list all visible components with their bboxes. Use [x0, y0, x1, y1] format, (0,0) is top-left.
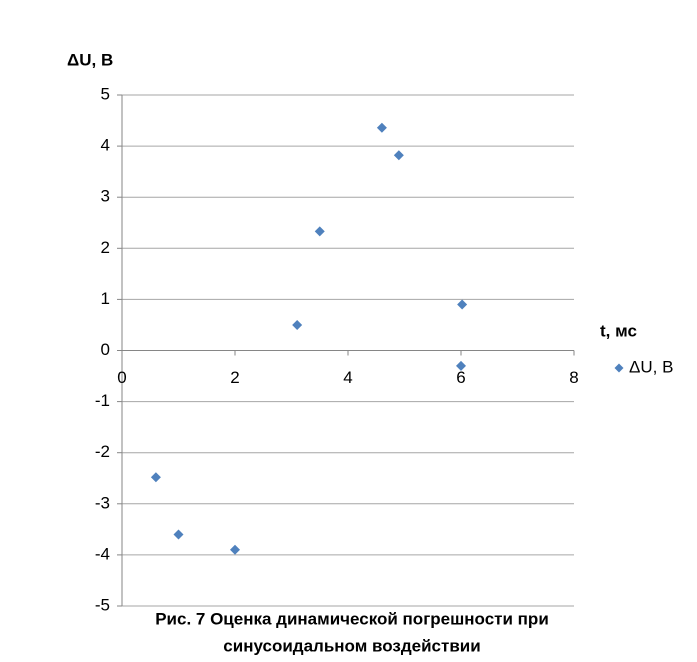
legend-marker: [614, 363, 624, 373]
point: [456, 360, 466, 371]
y-tick-label: 0: [101, 340, 110, 359]
caption: Рис. 7 Оценка динамической погрешности п…: [155, 609, 549, 628]
point: [314, 226, 325, 237]
point: [150, 472, 161, 483]
y-tick-label: 4: [101, 136, 110, 155]
point: [292, 319, 303, 330]
point: [173, 529, 184, 540]
y-tick-label: -4: [95, 544, 110, 563]
y-tick-label: 1: [101, 289, 110, 308]
y-tick-label: 2: [101, 238, 110, 257]
x-tick-label: 0: [117, 368, 126, 387]
caption: синусоидальном воздействии: [223, 636, 480, 655]
x-tick-label: 6: [456, 368, 465, 387]
y-tick-label: 5: [101, 84, 110, 103]
y-tick-label: 3: [101, 187, 110, 206]
x-tick-label: 2: [230, 368, 239, 387]
x-axis-title: t, мс: [600, 321, 637, 340]
legend-label: ΔU, В: [629, 357, 673, 376]
x-tick-label: 4: [343, 368, 352, 387]
y-tick-label: -2: [95, 442, 110, 461]
x-tick-label: 8: [569, 368, 578, 387]
point: [376, 122, 387, 133]
point: [393, 150, 404, 161]
y-axis-title: ΔU, В: [67, 50, 113, 69]
y-tick-label: -5: [95, 595, 110, 614]
y-tick-label: -3: [95, 493, 110, 512]
y-tick-label: -1: [95, 391, 110, 410]
point: [230, 544, 240, 555]
point: [457, 299, 468, 310]
